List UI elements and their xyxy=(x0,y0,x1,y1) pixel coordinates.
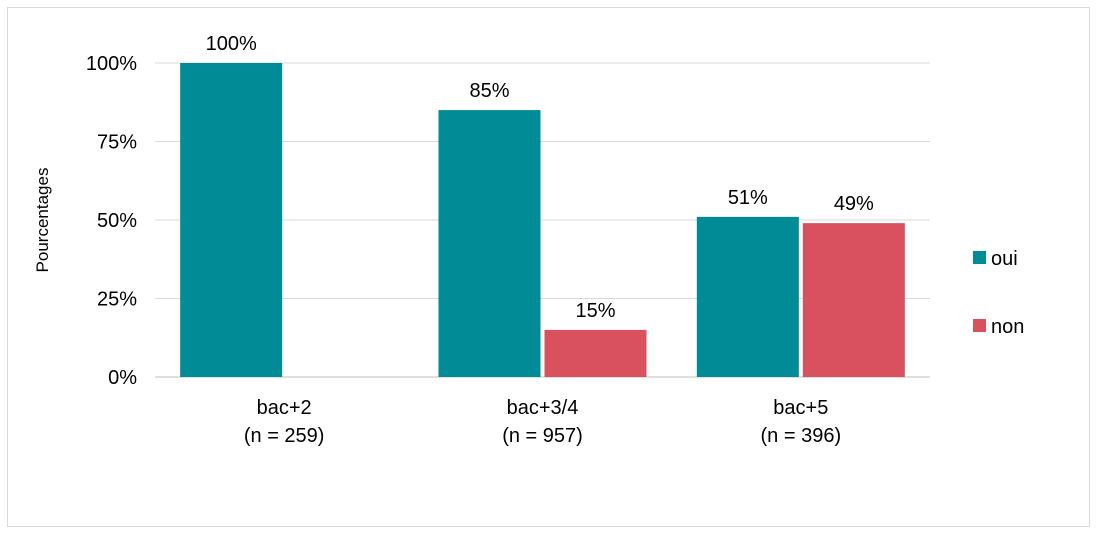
y-tick-label: 0% xyxy=(108,367,137,389)
legend-swatch-oui xyxy=(973,251,986,264)
bar-oui-1 xyxy=(438,110,541,377)
y-tick-label: 100% xyxy=(86,53,137,75)
x-tick-label: bac+3/4 xyxy=(507,397,579,419)
x-tick-label: bac+5 xyxy=(773,397,828,419)
legend-swatch-non xyxy=(973,319,986,332)
legend-label-non: non xyxy=(991,316,1024,338)
x-tick-label: (n = 396) xyxy=(761,425,842,447)
data-label: 100% xyxy=(206,33,257,55)
data-label: 85% xyxy=(469,80,509,102)
y-axis-title: Pourcentages xyxy=(33,168,52,273)
x-tick-label: bac+2 xyxy=(257,397,312,419)
x-tick-label: (n = 259) xyxy=(244,425,325,447)
legend-label-oui: oui xyxy=(991,248,1018,270)
bar-oui-0 xyxy=(180,63,283,377)
bar-oui-2 xyxy=(696,216,799,377)
y-tick-label: 50% xyxy=(97,210,137,232)
bar-non-2 xyxy=(802,223,905,377)
x-tick-label: (n = 957) xyxy=(502,425,583,447)
data-label: 49% xyxy=(834,193,874,215)
bar-non-1 xyxy=(544,329,647,377)
y-tick-label: 75% xyxy=(97,132,137,154)
data-label: 15% xyxy=(575,300,615,322)
data-label: 51% xyxy=(728,187,768,209)
y-tick-label: 25% xyxy=(97,289,137,311)
